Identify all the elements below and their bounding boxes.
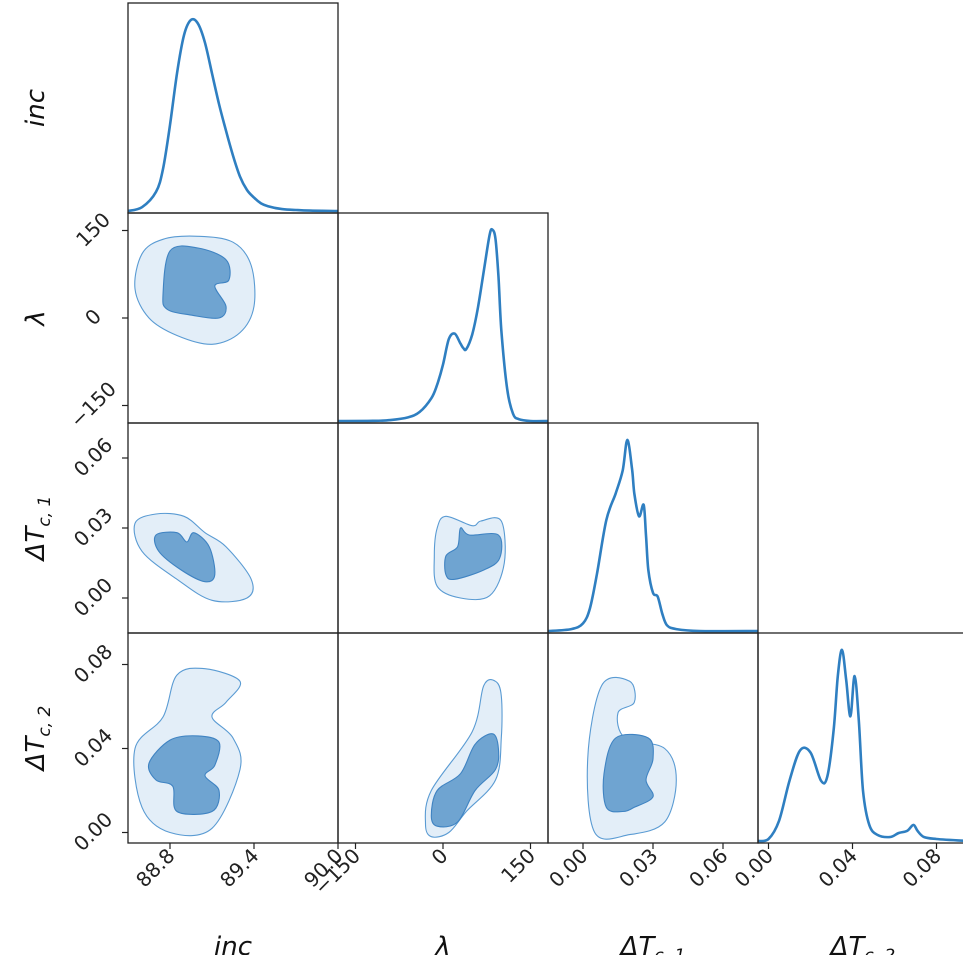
y-tick-label-lambda-0: −150 <box>65 377 121 433</box>
y-axis-label-lambda: λ <box>21 310 51 327</box>
x-axis-label-inc: inc <box>214 932 252 955</box>
contour-inner-inc-dtc1 <box>153 531 216 583</box>
y-tick-label-dtc2-0: 0.00 <box>69 807 117 855</box>
y-axis-label-dtc1: ΔTc, 1 <box>21 496 55 563</box>
x-axis-label-lambda: λ <box>433 932 450 955</box>
y-tick-label-dtc1-0: 0.00 <box>69 573 117 621</box>
x-tick-label-dtc1-1: 0.03 <box>614 844 662 892</box>
panel-frame-dtc1-dtc1 <box>547 422 759 634</box>
x-axis-label-dtc2: ΔTc, 2 <box>829 932 896 955</box>
panel-frame-lambda-lambda <box>337 212 549 424</box>
y-tick-label-lambda-2: 150 <box>71 208 115 252</box>
y-tick-label-dtc1-2: 0.06 <box>69 433 117 481</box>
x-tick-label-inc-1: 89.4 <box>215 844 263 892</box>
y-axis-label-dtc2: ΔTc, 2 <box>21 706 55 773</box>
marginal-curve-lambda <box>337 227 549 423</box>
contour-inner-dtc1-dtc2 <box>602 733 654 813</box>
marginal-curve-inc <box>127 17 339 213</box>
x-tick-label-dtc1-0: 0.00 <box>544 844 592 892</box>
marginal-curve-dtc2 <box>757 648 963 843</box>
x-tick-label-dtc2-2: 0.08 <box>898 844 946 892</box>
y-tick-label-dtc2-1: 0.04 <box>69 723 117 771</box>
contour-inner-lambda-dtc2 <box>430 733 500 828</box>
y-axis-label-inc: inc <box>21 89 51 127</box>
contour-inner-inc-lambda <box>162 245 231 319</box>
contour-inner-lambda-dtc1 <box>444 527 503 581</box>
x-tick-label-dtc1-2: 0.06 <box>684 844 732 892</box>
contour-inner-inc-dtc2 <box>147 735 221 815</box>
x-tick-label-inc-0: 88.8 <box>131 844 179 892</box>
x-tick-label-dtc2-0: 0.00 <box>730 844 778 892</box>
panel-frame-dtc2-dtc2 <box>757 632 963 844</box>
x-tick-label-dtc2-1: 0.04 <box>814 844 862 892</box>
y-tick-label-dtc1-1: 0.03 <box>69 503 117 551</box>
y-tick-label-lambda-1: 0 <box>80 304 106 330</box>
x-axis-label-dtc1: ΔTc, 1 <box>619 932 686 955</box>
marginal-curve-dtc1 <box>547 438 759 633</box>
x-tick-label-lambda-1: 0 <box>427 844 453 870</box>
y-tick-label-dtc2-2: 0.08 <box>69 639 117 687</box>
x-tick-label-lambda-2: 150 <box>496 844 540 888</box>
